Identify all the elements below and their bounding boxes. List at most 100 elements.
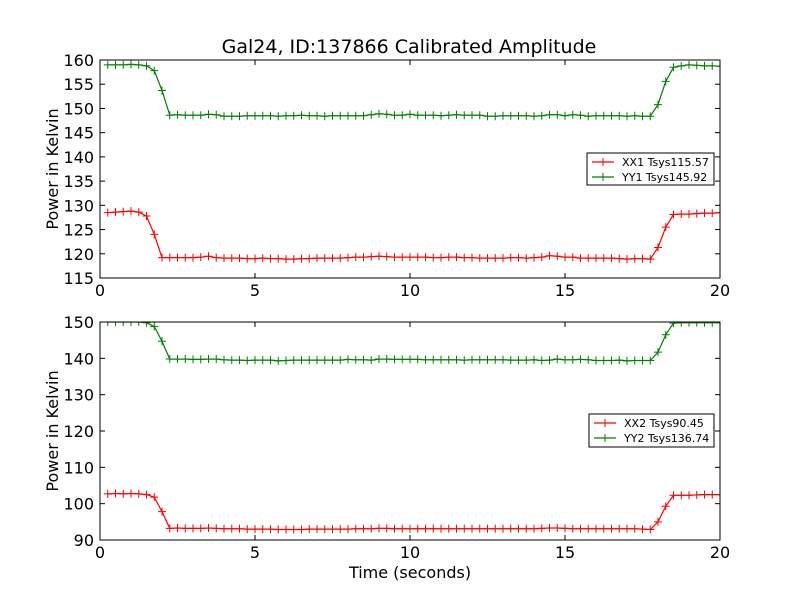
data-point <box>506 111 515 120</box>
data-point <box>227 112 236 121</box>
data-point <box>669 491 678 500</box>
legend-label: YY2 Tsys136.74 <box>623 432 709 445</box>
data-point <box>165 355 174 364</box>
data-point <box>266 111 275 120</box>
y-axis-label: Power in Kelvin <box>43 108 62 229</box>
data-point <box>421 524 430 533</box>
data-point <box>437 524 445 533</box>
data-point <box>468 355 476 364</box>
data-point <box>685 491 693 500</box>
data-point <box>452 110 461 119</box>
data-point <box>243 525 252 534</box>
data-point <box>134 322 143 326</box>
data-point <box>413 524 422 533</box>
legend-item-1: XX2 Tsys90.45 <box>594 417 704 430</box>
legend-marker <box>599 158 607 166</box>
data-point <box>305 356 314 365</box>
data-point <box>274 356 283 365</box>
data-point <box>623 356 631 365</box>
data-point <box>499 355 507 364</box>
data-point <box>313 111 321 120</box>
data-point <box>212 110 221 119</box>
data-point <box>297 356 306 365</box>
data-point <box>398 355 407 364</box>
data-point <box>142 322 151 327</box>
data-point <box>530 355 538 364</box>
x-tick-label: 0 <box>95 281 105 300</box>
legend-marker <box>599 173 607 181</box>
x-tick-label: 10 <box>400 281 420 300</box>
data-point <box>677 61 686 70</box>
y-tick-label: 135 <box>63 172 94 191</box>
legend-marker <box>601 419 609 427</box>
data-point <box>119 489 128 498</box>
data-point <box>173 524 182 533</box>
data-point <box>592 356 600 365</box>
data-point <box>491 254 500 263</box>
data-point <box>561 524 569 533</box>
data-point <box>204 355 213 364</box>
data-point <box>429 355 438 364</box>
data-point <box>235 524 244 533</box>
data-point <box>677 491 686 500</box>
data-point <box>491 112 500 121</box>
data-point <box>127 322 135 326</box>
data-point <box>661 502 670 511</box>
data-point <box>165 111 174 120</box>
data-point <box>599 254 608 263</box>
legend-label: XX2 Tsys90.45 <box>624 417 704 430</box>
data-point <box>220 112 228 121</box>
y-tick-label: 150 <box>63 99 94 118</box>
data-point <box>592 254 600 263</box>
data-point <box>475 254 484 263</box>
data-point <box>700 61 709 70</box>
data-point <box>367 110 376 119</box>
data-point <box>646 356 655 365</box>
data-point <box>243 356 252 365</box>
data-point <box>173 355 182 364</box>
data-point <box>165 253 174 262</box>
data-point <box>258 356 267 365</box>
data-point <box>599 111 608 120</box>
data-point <box>468 524 476 533</box>
data-point <box>413 355 422 364</box>
data-point <box>654 517 662 526</box>
data-point <box>351 524 360 533</box>
data-point <box>499 111 507 120</box>
data-point <box>692 490 701 499</box>
data-point <box>685 60 693 69</box>
data-point <box>266 525 275 534</box>
y-tick-label: 120 <box>63 245 94 264</box>
data-point <box>545 524 554 533</box>
data-point <box>708 61 717 70</box>
data-point <box>189 111 197 120</box>
top-panel: 0 5 10 15 20 115 120 125 130 135 140 145 150 155 160 Po… <box>43 51 730 300</box>
data-point <box>235 112 244 121</box>
data-point <box>251 356 259 365</box>
data-point <box>150 322 159 331</box>
data-point <box>499 254 507 263</box>
data-point <box>158 253 166 262</box>
y-tick-label: 120 <box>63 422 94 441</box>
series-2 <box>103 322 720 365</box>
data-point <box>514 524 523 533</box>
data-point <box>320 525 329 534</box>
data-point <box>584 254 593 263</box>
series-1 <box>103 207 720 264</box>
data-point <box>359 524 368 533</box>
data-point <box>282 255 290 264</box>
data-point <box>320 112 329 121</box>
series-1 <box>103 489 720 534</box>
data-point <box>506 356 515 365</box>
data-point <box>119 322 128 326</box>
data-point <box>328 525 337 534</box>
data-point <box>638 356 647 365</box>
data-point <box>460 524 469 533</box>
data-point <box>344 355 352 364</box>
data-point <box>382 252 391 261</box>
data-point <box>708 490 717 499</box>
y-tick-label: 145 <box>63 124 94 143</box>
legend-box <box>588 413 715 448</box>
data-point <box>336 254 345 263</box>
